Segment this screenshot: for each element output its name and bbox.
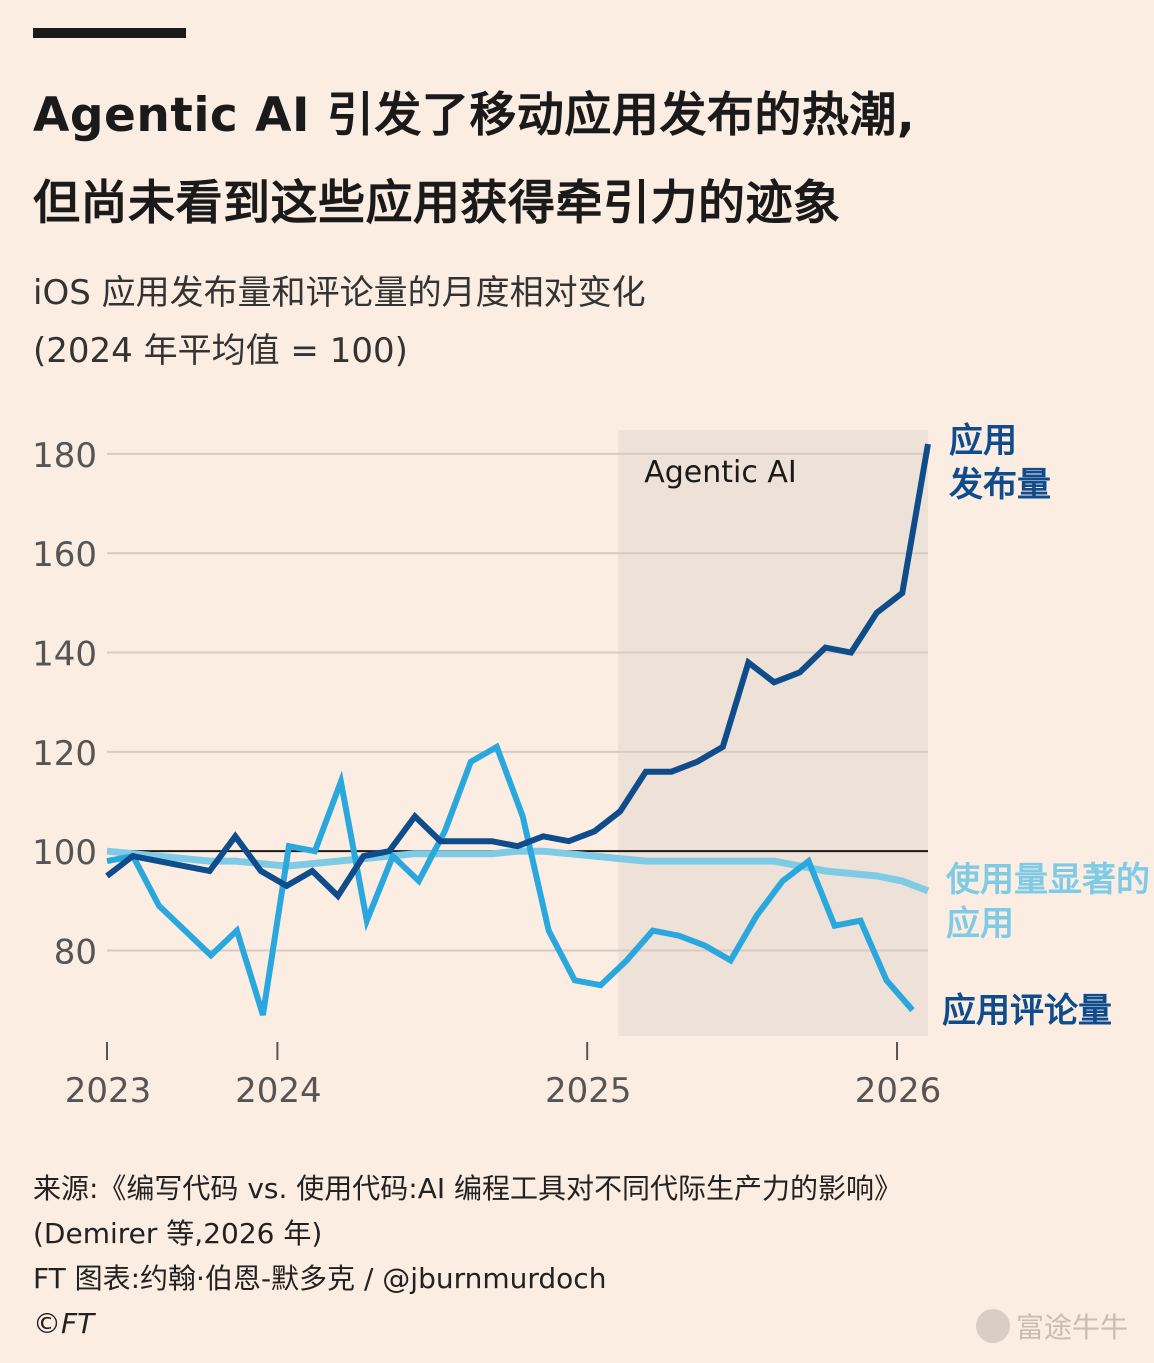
y-tick-label: 120: [32, 734, 97, 774]
source-line-2: (Demirer 等,2026 年): [33, 1217, 323, 1250]
app-launches-line: [105, 443, 931, 901]
header-accent-bar: [33, 28, 186, 38]
usage-label-line-1: 使用量显著的: [945, 860, 1150, 900]
copyright-line: ©FT: [33, 1307, 95, 1340]
shaded-region-label: Agentic AI: [644, 455, 797, 490]
watermark: 富途牛牛: [976, 1306, 1128, 1346]
watermark-text: 富途牛牛: [1016, 1311, 1129, 1344]
launches-label-line-1: 应用: [949, 421, 1017, 461]
source-line-1: 来源:《编写代码 vs. 使用代码:AI 编程工具对不同代际生产力的影响》: [33, 1172, 903, 1205]
notable-usage-apps-line: [106, 847, 930, 895]
line-chart: 80 100 120 140 160 180 Agentic AI 2023 2024 2025 2…: [32, 421, 1150, 1111]
chart-title-line-1: Agentic AI 引发了移动应用发布的热潮,: [33, 88, 916, 143]
credit-line: FT 图表:约翰·伯恩-默多克 / @jburnmurdoch: [33, 1262, 607, 1295]
x-tick-label: 2026: [855, 1071, 942, 1111]
y-tick-label: 140: [32, 635, 97, 675]
reviews-label: 应用评论量: [942, 991, 1112, 1031]
x-tick-label: 2023: [65, 1071, 152, 1111]
app-reviews-line: [106, 742, 915, 1016]
x-tick-label: 2025: [545, 1071, 632, 1111]
chart-subtitle: iOS 应用发布量和评论量的月度相对变化 (2024 年平均值 = 100): [33, 264, 646, 380]
launches-label-line-2: 发布量: [949, 465, 1051, 505]
x-tick-label: 2024: [235, 1071, 322, 1111]
chart-footer: 来源:《编写代码 vs. 使用代码:AI 编程工具对不同代际生产力的影响》 (D…: [33, 1166, 902, 1346]
y-tick-label: 160: [32, 535, 97, 575]
agentic-ai-shaded-region: [618, 430, 928, 1036]
chart-subtitle-line-2: (2024 年平均值 = 100): [33, 331, 408, 371]
watermark-logo-icon: [976, 1309, 1010, 1343]
chart-subtitle-line-1: iOS 应用发布量和评论量的月度相对变化: [33, 273, 646, 313]
usage-label-line-2: 应用: [946, 904, 1014, 944]
y-tick-label: 80: [54, 932, 97, 972]
y-tick-label: 180: [32, 436, 97, 476]
chart-title-line-2: 但尚未看到这些应用获得牵引力的迹象: [33, 176, 841, 231]
y-tick-label: 100: [32, 833, 97, 873]
chart-title: Agentic AI 引发了移动应用发布的热潮, 但尚未看到这些应用获得牵引力的…: [33, 72, 1123, 248]
